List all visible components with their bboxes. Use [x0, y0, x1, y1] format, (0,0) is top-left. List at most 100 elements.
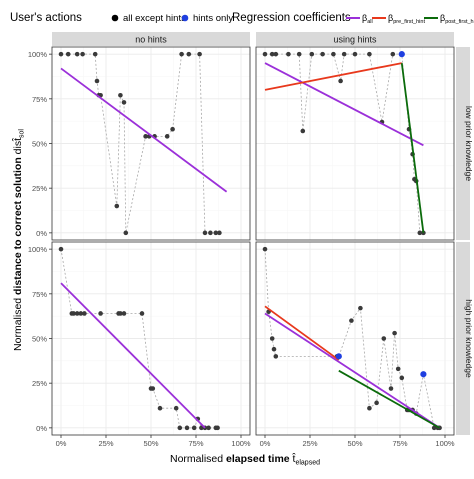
action-point — [139, 311, 145, 316]
y-tick-label: 50% — [32, 140, 47, 149]
y-tick-label: 25% — [32, 184, 47, 193]
strip-col-no-hints-label: no hints — [135, 35, 167, 45]
action-point — [273, 51, 279, 57]
x-tick-label: 50% — [143, 439, 158, 448]
regression-line-pre-first-hint — [264, 62, 402, 91]
action-point — [320, 51, 325, 57]
y-tick-label: 50% — [32, 335, 47, 344]
action-point — [92, 51, 98, 57]
action-point — [358, 305, 363, 311]
action-point — [217, 230, 222, 236]
action-point — [121, 100, 127, 105]
action-point — [213, 230, 219, 236]
regression-line-all — [264, 62, 424, 147]
action-point — [271, 346, 277, 352]
action-point — [417, 230, 423, 236]
action-point — [399, 375, 405, 381]
facet-panels — [51, 46, 455, 436]
y-tick-label: 100% — [28, 50, 48, 59]
strip-row-low-prior — [456, 47, 470, 240]
legend-hints-only-label: hints only — [193, 13, 233, 24]
action-point — [98, 311, 103, 316]
action-point — [395, 366, 401, 372]
strip-col-no-hints — [52, 32, 250, 46]
legend-actions-title: User's actions — [10, 12, 82, 24]
action-point — [206, 425, 211, 431]
action-point — [390, 51, 396, 57]
action-connector-path — [264, 249, 440, 429]
regression-line-post-first-hint — [400, 62, 425, 233]
action-point — [273, 354, 279, 359]
x-tick-label: 100% — [435, 439, 455, 448]
y-tick-label: 75% — [32, 95, 47, 104]
legend-beta-post-label: βpost_first_hint — [440, 13, 474, 25]
x-tick-label: 25% — [98, 439, 113, 448]
strip-row-low-prior-label: low prior knowledge — [464, 106, 474, 181]
action-point — [352, 51, 358, 57]
action-point — [349, 318, 354, 323]
action-point — [164, 134, 170, 139]
action-point — [367, 405, 372, 411]
action-point — [199, 425, 204, 431]
regression-line-all — [60, 282, 206, 429]
action-point — [143, 134, 148, 139]
action-point — [71, 311, 76, 316]
regression-line-all — [60, 67, 228, 193]
y-tick-label: 0% — [36, 229, 47, 238]
action-point — [309, 51, 315, 57]
x-tick-label: 75% — [188, 439, 203, 448]
action-point — [114, 203, 120, 209]
strip-row-high-prior — [456, 242, 470, 435]
action-point — [374, 400, 379, 406]
legend-beta-all-label: βall — [362, 13, 373, 25]
action-point — [269, 51, 275, 57]
regression-line-post-first-hint — [338, 369, 441, 429]
panel-1-1 — [255, 241, 455, 436]
action-point — [202, 230, 208, 236]
facet-strips: no hints using hints low prior knowledge… — [52, 32, 474, 435]
action-point — [157, 405, 163, 411]
axis-ticks: 0% 25% 50% 75% 100% 0% 25% 50% 75% 100% 0% 25% 50% 75… — [28, 50, 455, 448]
action-point — [58, 51, 64, 57]
action-point — [179, 51, 184, 57]
y-tick-label: 25% — [32, 379, 47, 388]
x-tick-label: 0% — [260, 439, 271, 448]
action-point — [184, 425, 190, 431]
action-point — [191, 425, 197, 431]
regression-line-pre-first-hint — [264, 305, 340, 361]
action-point — [367, 51, 372, 57]
x-tick-label: 50% — [347, 439, 362, 448]
strip-col-using-hints-label: using hints — [333, 35, 377, 45]
y-tick-label: 0% — [36, 424, 47, 433]
action-point — [300, 128, 306, 134]
action-point — [177, 425, 183, 431]
action-point — [123, 230, 129, 236]
legend-beta-pre-label: βpre_first_hint — [388, 13, 425, 25]
legend-hints-only-swatch — [181, 14, 189, 22]
panel-border — [255, 46, 455, 241]
y-tick-label: 75% — [32, 290, 47, 299]
action-point — [208, 230, 213, 236]
strip-row-high-prior-label: high prior knowledge — [464, 299, 474, 378]
action-point — [262, 246, 268, 252]
x-tick-label: 25% — [302, 439, 317, 448]
action-point — [341, 51, 347, 57]
panel-1-0 — [255, 46, 455, 241]
action-point — [173, 405, 179, 411]
action-point — [215, 425, 220, 431]
action-connector-path — [265, 53, 424, 234]
panel-0-0 — [51, 46, 251, 241]
y-tick-label: 100% — [28, 245, 48, 254]
action-point — [286, 51, 291, 57]
action-point — [392, 330, 397, 336]
action-point — [331, 51, 336, 57]
action-point — [421, 230, 426, 236]
x-tick-label: 75% — [392, 439, 407, 448]
x-tick-label: 0% — [56, 439, 67, 448]
action-point — [118, 92, 123, 98]
hint-point — [398, 51, 405, 58]
action-point — [58, 246, 64, 252]
legend-all-except-hints-label: all except hints — [123, 13, 186, 24]
